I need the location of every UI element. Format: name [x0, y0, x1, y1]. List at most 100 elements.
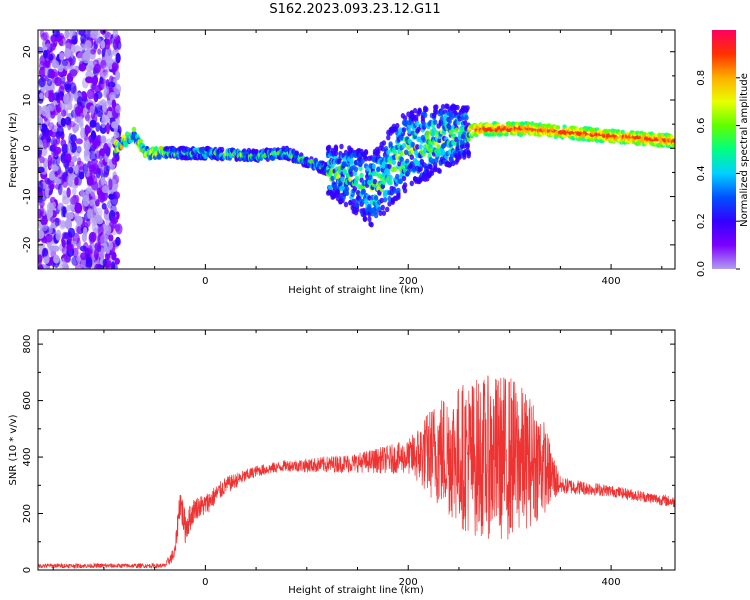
spectrogram-cell	[351, 198, 356, 205]
spectrogram-cell	[113, 83, 122, 95]
spectrogram-cell	[373, 195, 379, 201]
spectrogram-cell	[335, 192, 341, 198]
spectrogram-cell	[367, 216, 372, 222]
spectrogram-cell	[447, 161, 452, 168]
spectrogram-cell	[63, 93, 70, 105]
spectrogram-x-axis-label: Height of straight line (km)	[288, 285, 424, 296]
snr-panel: 0 200 400 0 200 400 600 800 Height of straight…	[8, 329, 676, 596]
y-tick-label: 800	[22, 335, 33, 354]
spectrogram-frame	[37, 29, 676, 270]
spectrogram-cell	[115, 52, 121, 64]
spectrogram-cell	[74, 263, 80, 269]
spectrogram-cell	[100, 176, 105, 186]
spectrogram-cell	[76, 30, 85, 36]
spectrogram-cell	[67, 212, 74, 220]
spectrogram-cell	[465, 105, 470, 111]
spectrogram-cell	[424, 106, 429, 113]
spectrogram-cell	[352, 186, 358, 192]
spectrogram-cell	[60, 139, 67, 147]
spectrogram-cell	[344, 186, 350, 192]
colorbar-tick-label: 0.2	[696, 213, 707, 229]
spectrogram-cell	[463, 120, 468, 126]
spectrogram-cell	[104, 224, 112, 235]
spectrogram-cell	[387, 163, 392, 170]
spectrogram-cell	[620, 129, 625, 134]
spectrogram-cell	[44, 186, 49, 198]
spectrogram-cell	[330, 175, 335, 182]
spectrogram-cell	[386, 134, 391, 141]
spectrogram-cell	[520, 121, 525, 126]
spectrogram-cell	[406, 144, 411, 151]
y-tick-label: 200	[22, 504, 33, 523]
spectrogram-cell	[504, 132, 509, 137]
spectrogram-cell	[380, 204, 385, 211]
spectrogram-cell	[110, 217, 119, 224]
spectrogram-cell	[425, 130, 430, 137]
spectrogram-cell	[61, 239, 66, 248]
spectrogram-cell	[388, 179, 393, 186]
x-tick-label: 200	[399, 276, 418, 287]
spectrogram-cell	[402, 115, 408, 121]
spectrogram-cell	[39, 205, 44, 217]
spectrogram-cell	[399, 156, 404, 163]
spectrogram-cell	[89, 152, 97, 162]
spectrogram-cell	[66, 204, 71, 212]
spectrogram-cell	[376, 166, 381, 172]
spectrogram-cell	[90, 30, 99, 39]
spectrogram-cell	[80, 252, 87, 261]
spectrogram-cell	[64, 83, 72, 93]
spectrogram-cell	[89, 199, 95, 207]
spectrogram-cell	[105, 122, 110, 135]
spectrogram-cell	[415, 120, 420, 127]
spectrogram-cell	[64, 48, 71, 59]
spectrogram-cell	[443, 118, 448, 124]
snr-y-ticks: 0 200 400 600 800	[22, 335, 675, 573]
spectrogram-cell	[97, 48, 102, 55]
spectrogram-cell	[92, 77, 98, 87]
spectrogram-cell	[54, 217, 60, 227]
spectrogram-cell	[439, 115, 445, 122]
spectrogram-cell	[90, 163, 99, 175]
spectrogram-cell	[359, 172, 364, 179]
spectrogram-cell	[43, 49, 48, 59]
spectrogram-cell	[54, 178, 62, 185]
spectrogram-cell	[203, 153, 208, 160]
spectrogram-cell	[38, 66, 46, 79]
spectrogram-cell	[363, 149, 369, 156]
spectrogram-cell	[354, 175, 360, 182]
spectrogram-cell	[404, 149, 409, 156]
spectrogram-cell	[464, 114, 469, 121]
spectrogram-y-axis-label: Frequency (Hz)	[8, 112, 19, 188]
spectrogram-cell	[76, 237, 81, 250]
spectrogram-cell	[110, 203, 117, 216]
spectrogram-cell	[66, 101, 73, 111]
spectrogram-cell	[439, 110, 445, 117]
spectrogram-cell	[447, 118, 452, 125]
spectrogram-x-ticks: 0 200 400	[52, 30, 663, 287]
spectrogram-cell	[219, 146, 225, 153]
spectrogram-cell	[91, 181, 99, 191]
y-tick-label: 0	[22, 567, 33, 573]
spectrogram-cell	[373, 208, 379, 215]
spectrogram-cell	[74, 106, 82, 116]
spectrogram-cell	[75, 138, 84, 145]
spectrogram-cell	[67, 121, 76, 128]
spectrogram-cell	[95, 217, 104, 225]
spectrogram-cell	[428, 144, 433, 150]
spectrogram-cell	[362, 211, 368, 217]
spectrogram-cell	[382, 196, 388, 203]
spectrogram-cell	[60, 117, 66, 127]
spectrogram-cell	[38, 263, 44, 269]
spectrogram-cell	[57, 32, 65, 40]
spectrogram-cell	[353, 166, 359, 173]
spectrogram-cell	[77, 96, 83, 107]
snr-series-line	[38, 375, 675, 570]
spectrogram-cell	[94, 91, 103, 99]
spectrogram-cell	[401, 175, 407, 182]
spectrogram-cell	[436, 144, 441, 150]
spectrogram-cell	[421, 121, 427, 128]
spectrogram-cell	[85, 49, 91, 59]
spectrogram-cell	[86, 88, 95, 100]
spectrogram-cell	[66, 174, 74, 185]
spectrogram-cell	[42, 139, 48, 150]
